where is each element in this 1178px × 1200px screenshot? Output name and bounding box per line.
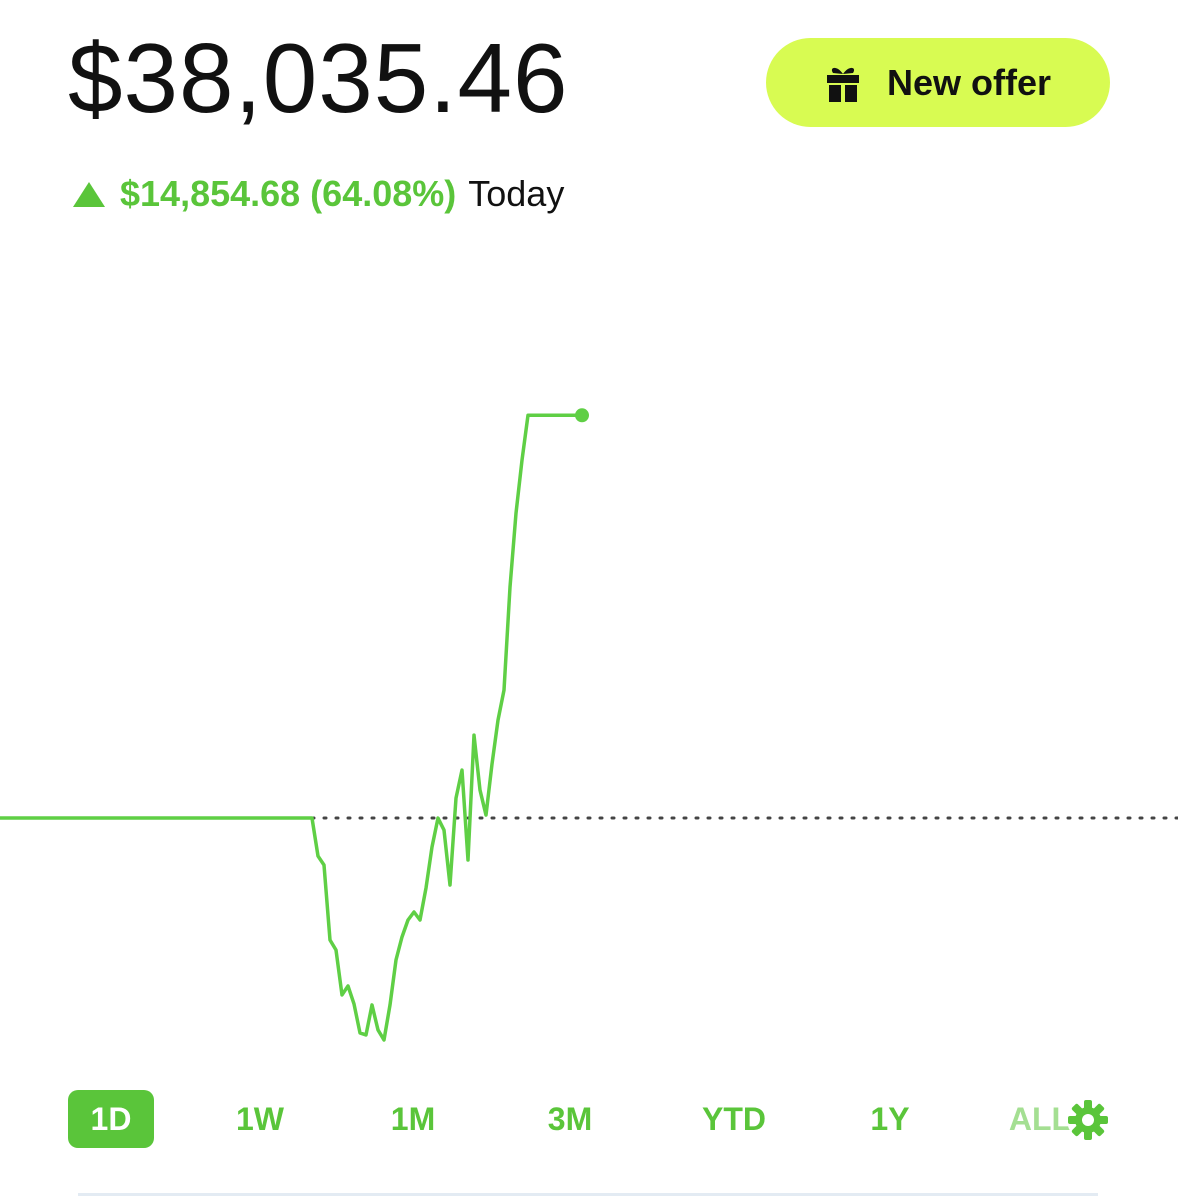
offer-button[interactable]: New offer (766, 38, 1110, 127)
change: $14,854.68 (64.08%) (120, 173, 457, 214)
range-tab[interactable]: YTD (702, 1101, 766, 1137)
range-tab[interactable]: 1M (390, 1101, 436, 1137)
gift-icon (826, 67, 859, 102)
balance: $38,035.46 (68, 23, 569, 133)
end-dot (575, 408, 589, 423)
settings-gear[interactable] (1066, 1098, 1110, 1142)
change-row: $14,854.68 (64.08%) Today (72, 170, 564, 218)
range-tab[interactable]: 3M (547, 1101, 593, 1137)
range-tab[interactable]: 1D (68, 1090, 154, 1148)
range-tab[interactable]: 1W (236, 1101, 284, 1137)
price-line (0, 413, 582, 1042)
up-triangle (73, 182, 105, 207)
offer-label: New offer (886, 61, 1052, 103)
divider (78, 1193, 1098, 1196)
range-tab[interactable]: ALL (1008, 1101, 1072, 1137)
range-tabs: 1D 1W 1M 3M YTD 1Y ALL (0, 1090, 1178, 1148)
period: Today (468, 173, 565, 214)
range-tab[interactable]: 1Y (870, 1101, 910, 1137)
chart (0, 408, 1178, 1042)
